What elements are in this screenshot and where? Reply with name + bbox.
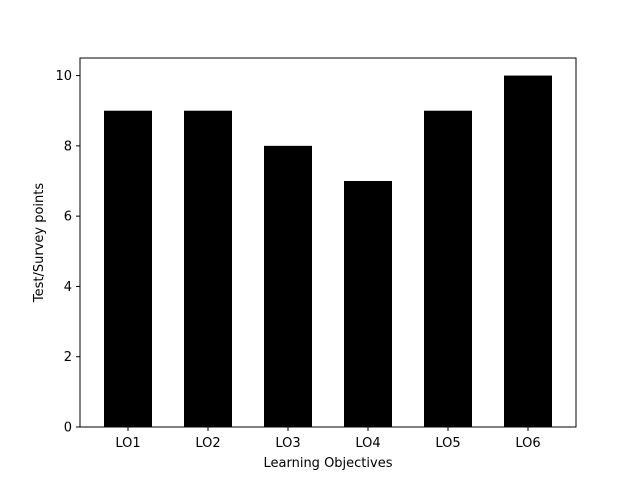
x-axis-ticks: LO1 LO2 LO3 LO4 LO5 LO6: [115, 427, 541, 451]
x-tick-label: LO1: [115, 436, 140, 451]
bar-lo2: [184, 110, 232, 427]
y-axis-ticks: 0 2 4 6 8 10: [55, 69, 80, 436]
bars-group: [104, 75, 552, 428]
x-tick-label: LO4: [355, 436, 380, 451]
bar-lo6: [504, 75, 552, 428]
x-axis-label: Learning Objectives: [264, 456, 393, 471]
bar-lo3: [264, 145, 312, 427]
x-tick-label: LO2: [195, 436, 220, 451]
plot-frame: [79, 57, 577, 428]
x-tick-label: LO6: [515, 436, 540, 451]
bar-lo4: [344, 181, 392, 427]
y-tick-label: 0: [64, 421, 72, 436]
bar-lo1: [104, 110, 152, 427]
x-tick-label: LO3: [275, 436, 300, 451]
bar-lo5: [424, 110, 472, 427]
y-tick-label: 8: [64, 139, 72, 154]
y-axis-label: Test/Survey points: [32, 183, 47, 303]
y-tick-label: 6: [64, 210, 72, 225]
y-tick-label: 2: [64, 350, 72, 365]
y-tick-label: 10: [55, 69, 72, 84]
y-tick-label: 4: [64, 280, 72, 295]
x-tick-label: LO5: [435, 436, 460, 451]
